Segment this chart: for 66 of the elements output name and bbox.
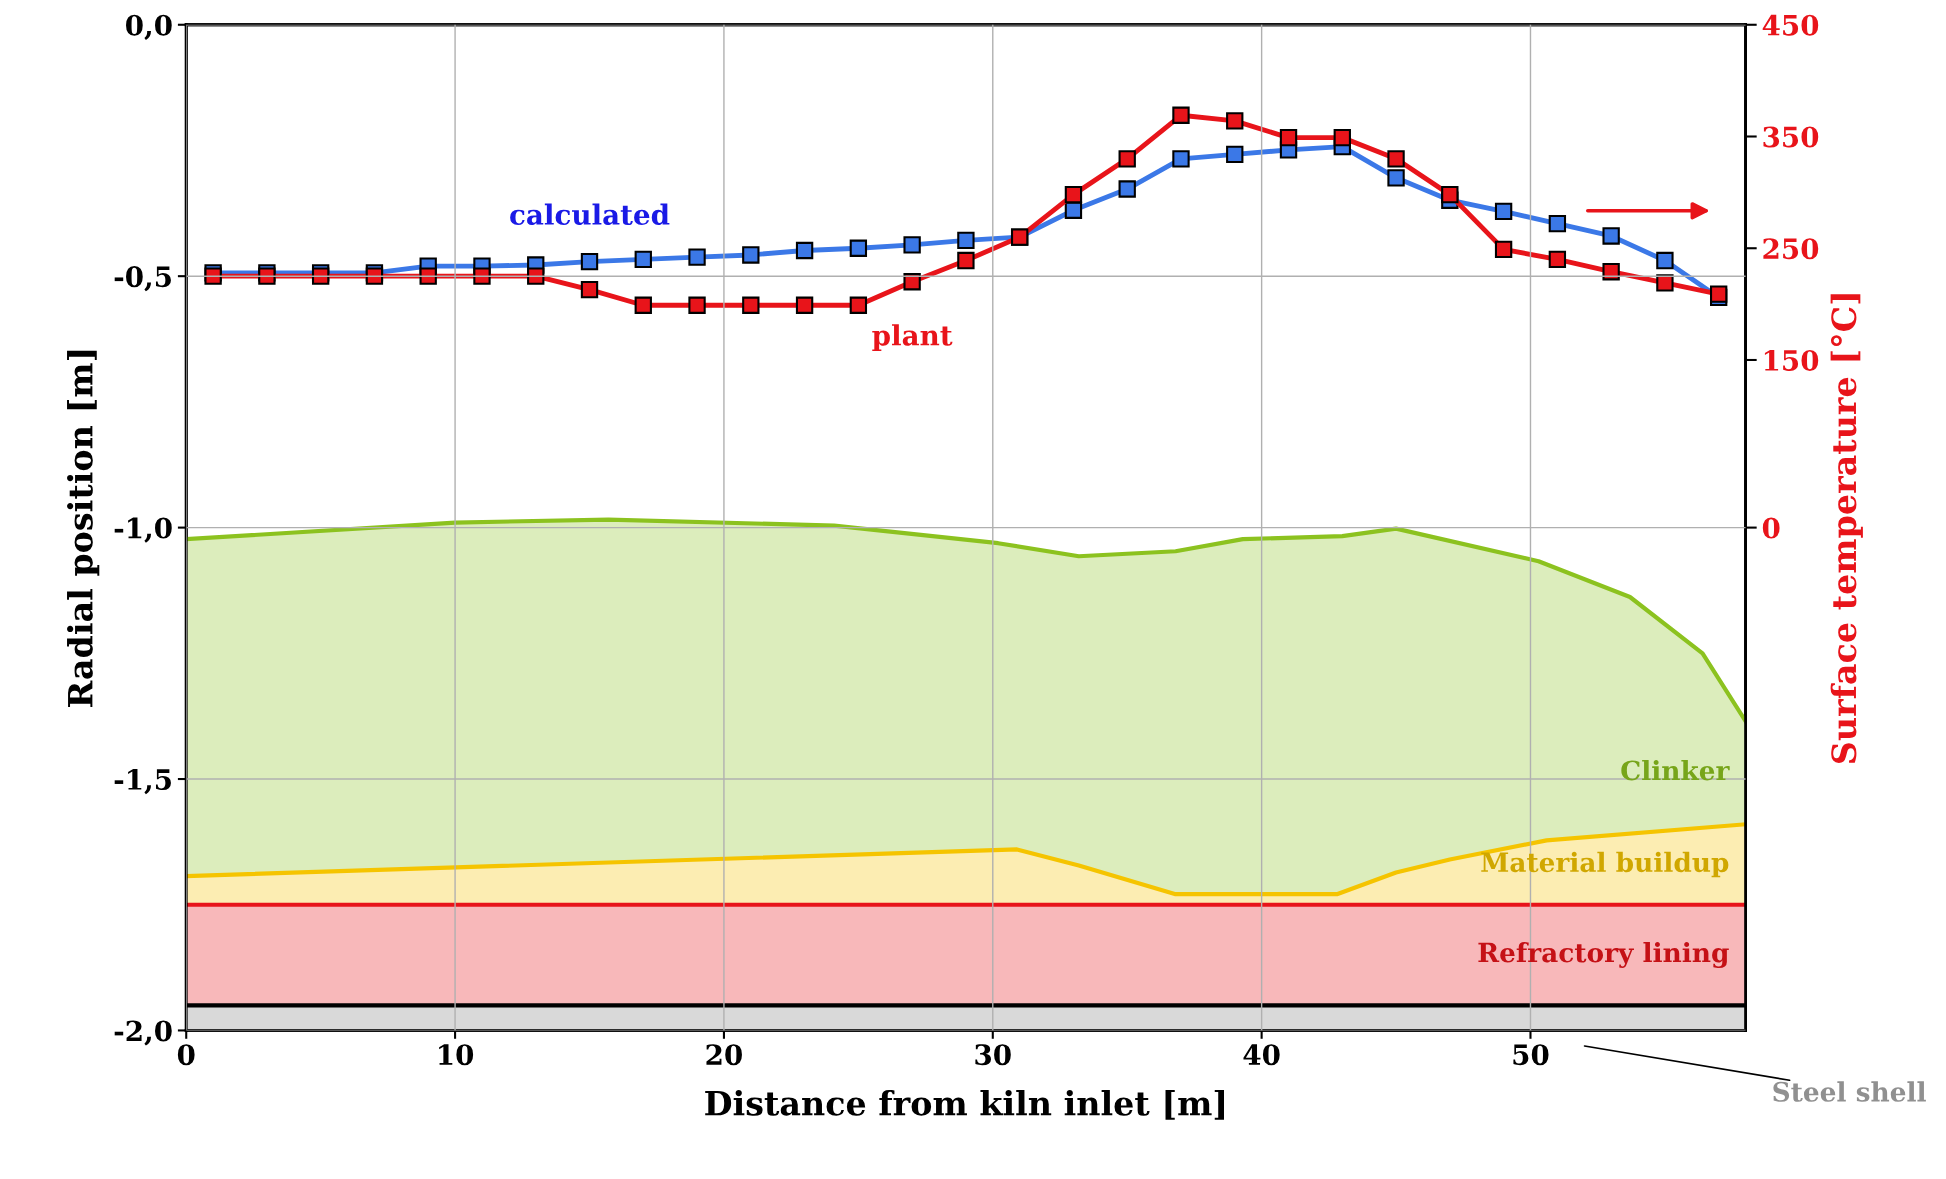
y-tick-label: 0,0	[126, 14, 172, 40]
point	[1656, 251, 1674, 270]
line-series	[186, 517, 1746, 724]
y-axis-title: Radial position [m]	[67, 350, 100, 707]
point	[849, 239, 868, 257]
point	[1548, 214, 1567, 233]
point	[795, 241, 814, 260]
point	[742, 246, 760, 264]
series-label: Material buildup	[1481, 851, 1729, 878]
point	[1387, 150, 1405, 168]
point	[1656, 274, 1674, 292]
point	[634, 296, 652, 314]
y2-tick-label: 0	[1762, 517, 1780, 539]
y-tick-label: -1,0	[114, 517, 172, 543]
x-tick-label: 0	[177, 1044, 195, 1066]
point	[1064, 185, 1083, 204]
point	[1602, 263, 1620, 281]
point	[957, 251, 975, 270]
point	[688, 248, 706, 266]
y-tick-label: -1,5	[114, 768, 171, 795]
point	[1387, 169, 1405, 187]
x-tick-label: 30	[975, 1044, 1011, 1066]
point	[795, 296, 814, 314]
point	[1118, 180, 1136, 198]
series-label: calculated	[510, 203, 670, 226]
point	[580, 280, 599, 299]
x-tick-label: 40	[1243, 1044, 1280, 1066]
y2-tick-label: 150	[1764, 349, 1819, 371]
point	[1548, 250, 1567, 269]
point	[688, 296, 706, 314]
point	[1602, 227, 1620, 245]
point	[1226, 145, 1244, 164]
y2-tick-label: 350	[1763, 126, 1819, 148]
point	[742, 296, 760, 314]
point	[1172, 150, 1190, 168]
point	[473, 267, 491, 285]
y2-tick-label: 450	[1762, 14, 1819, 36]
x-tick-label: 10	[439, 1044, 474, 1066]
point	[1494, 240, 1513, 259]
point	[1279, 128, 1298, 147]
point	[903, 273, 921, 291]
y-tick-label: -0,5	[114, 266, 171, 292]
series-label: Refractory lining	[1478, 942, 1729, 968]
point	[580, 252, 599, 271]
point	[849, 296, 868, 314]
x-axis-title: Distance from kiln inlet [m]	[705, 1089, 1224, 1120]
point	[1494, 202, 1513, 221]
point	[1333, 128, 1351, 147]
point	[1441, 185, 1459, 204]
series-label: plant	[872, 324, 953, 352]
x-tick-label: 50	[1513, 1044, 1549, 1066]
x-tick-label: 20	[706, 1044, 742, 1066]
point	[1172, 106, 1190, 124]
point	[1226, 112, 1244, 130]
point	[1710, 285, 1728, 303]
point	[1118, 150, 1136, 168]
line-series	[186, 822, 1746, 897]
y2-tick-label: 250	[1763, 238, 1819, 260]
text: Steel shell	[1773, 1081, 1926, 1102]
series-label: Clinker	[1621, 759, 1730, 781]
point	[903, 236, 921, 254]
y-tick-label: -2,0	[114, 1020, 172, 1046]
point	[1064, 201, 1083, 219]
point	[634, 250, 652, 269]
point	[957, 231, 975, 250]
y2-axis-title: Surface temperature [°C]	[1830, 294, 1863, 764]
